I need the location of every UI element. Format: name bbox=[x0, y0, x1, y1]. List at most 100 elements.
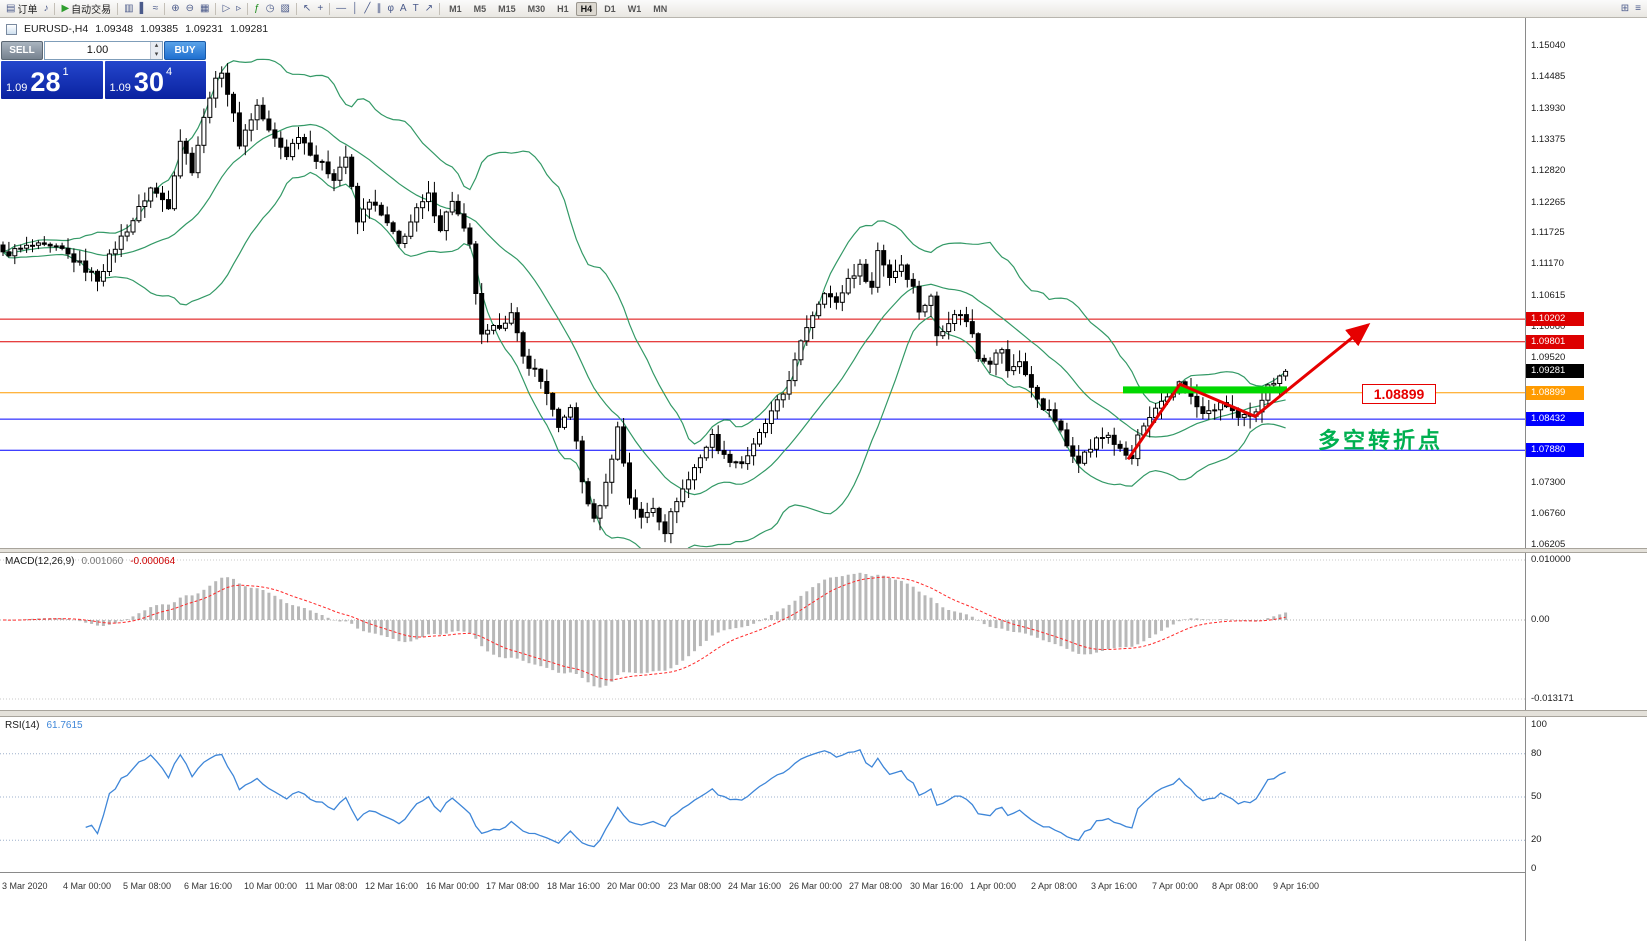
zoom-out-button[interactable]: ⊖ bbox=[183, 1, 197, 16]
macd-label: MACD(12,26,9) 0.001060 -0.000064 bbox=[5, 556, 175, 567]
timeframe-mn[interactable]: MN bbox=[648, 2, 672, 16]
macd-canvas[interactable] bbox=[0, 553, 1525, 710]
templates-button[interactable]: ▧ bbox=[277, 1, 292, 16]
bar-chart-icon: ▥ bbox=[124, 4, 133, 14]
candlestick-chart-button[interactable]: ▌ bbox=[137, 1, 150, 16]
arrows-button[interactable]: ↗ bbox=[422, 1, 436, 16]
rsi-canvas[interactable] bbox=[0, 717, 1525, 872]
panel-splitter[interactable] bbox=[0, 548, 1647, 553]
timeframe-h4[interactable]: H4 bbox=[576, 2, 598, 16]
buy-price-box[interactable]: 1.09 30 4 bbox=[105, 61, 207, 99]
trendline-icon: ╱ bbox=[364, 4, 370, 14]
volume-value: 1.00 bbox=[45, 42, 150, 59]
mt4-window: ▤订单♪ ▶自动交易 ▥ ▌≈ ⊕ ⊖▦ ▷▹ ƒ◷▧ ↖+ ― │ ╱ ∥φAT↗ M1M5M15M30… bbox=[0, 0, 1647, 941]
time-label: 12 Mar 16:00 bbox=[365, 881, 418, 891]
arrows-icon: ↗ bbox=[425, 4, 433, 14]
cursor-icon: ↖ bbox=[303, 4, 311, 14]
timeframe-h1[interactable]: H1 bbox=[552, 2, 574, 16]
hline-icon: ― bbox=[336, 4, 346, 14]
rsi-tick: 80 bbox=[1531, 748, 1542, 760]
price-tick: 1.12265 bbox=[1531, 197, 1565, 209]
time-label: 8 Apr 08:00 bbox=[1212, 881, 1258, 891]
bar-chart-button[interactable]: ▥ bbox=[121, 1, 136, 16]
time-label: 9 Apr 16:00 bbox=[1273, 881, 1319, 891]
rsi-tick: 50 bbox=[1531, 791, 1542, 803]
volume-up-icon[interactable]: ▴ bbox=[151, 42, 162, 51]
macd-tick: 0.010000 bbox=[1531, 554, 1571, 566]
new-order-button[interactable]: ▤订单 bbox=[3, 1, 40, 16]
symbol-name: EURUSD-,H4 bbox=[24, 23, 88, 35]
channel-icon: ∥ bbox=[376, 4, 381, 14]
line-chart-button[interactable]: ≈ bbox=[150, 1, 162, 16]
hline-price-badge: 1.08899 bbox=[1526, 386, 1584, 400]
sell-price-sup: 1 bbox=[62, 66, 68, 78]
time-label: 27 Mar 08:00 bbox=[849, 881, 902, 891]
price-tick: 1.09520 bbox=[1531, 352, 1565, 364]
time-axis[interactable]: 3 Mar 20204 Mar 00:005 Mar 08:006 Mar 16… bbox=[0, 872, 1525, 941]
toolbar: ▤订单♪ ▶自动交易 ▥ ▌≈ ⊕ ⊖▦ ▷▹ ƒ◷▧ ↖+ ― │ ╱ ∥φAT↗ M1M5M15M30… bbox=[0, 0, 1647, 18]
rsi-panel[interactable]: RSI(14) 61.7615 bbox=[0, 717, 1525, 872]
zoom-in-button[interactable]: ⊕ bbox=[168, 1, 182, 16]
vline-icon: │ bbox=[352, 4, 358, 14]
price-tick: 1.06760 bbox=[1531, 508, 1565, 520]
periods-icon: ◷ bbox=[266, 4, 275, 14]
time-label: 2 Apr 08:00 bbox=[1031, 881, 1077, 891]
sound-button[interactable]: ♪ bbox=[40, 1, 51, 16]
full-screen-button[interactable]: ⊞ bbox=[1618, 1, 1632, 16]
zoom-in-icon: ⊕ bbox=[171, 4, 179, 14]
text-button[interactable]: A bbox=[397, 1, 410, 16]
tile-windows-button[interactable]: ▦ bbox=[197, 1, 212, 16]
price-tick: 1.10615 bbox=[1531, 290, 1565, 302]
time-label: 26 Mar 00:00 bbox=[789, 881, 842, 891]
symbol-info: EURUSD-,H4 1.09348 1.09385 1.09231 1.092… bbox=[6, 23, 268, 35]
main-chart-panel[interactable]: EURUSD-,H4 1.09348 1.09385 1.09231 1.092… bbox=[0, 18, 1525, 548]
hline-button[interactable]: ― bbox=[333, 1, 349, 16]
volume-down-icon[interactable]: ▾ bbox=[151, 51, 162, 60]
turning-point-note: 多空转折点 bbox=[1318, 423, 1443, 455]
time-label: 24 Mar 16:00 bbox=[728, 881, 781, 891]
time-label: 7 Apr 00:00 bbox=[1152, 881, 1198, 891]
timeframe-m30[interactable]: M30 bbox=[523, 2, 551, 16]
chart-shift-button[interactable]: ▹ bbox=[233, 1, 244, 16]
more-button[interactable]: ≡ bbox=[1632, 1, 1644, 16]
timeframe-w1[interactable]: W1 bbox=[623, 2, 647, 16]
timeframe-m1[interactable]: M1 bbox=[444, 2, 467, 16]
toolbar-right: ⊞≡ bbox=[1618, 1, 1644, 16]
hline-price-badge: 1.09801 bbox=[1526, 335, 1584, 349]
price-axis[interactable]: 1.150401.144851.139301.133751.128201.122… bbox=[1525, 18, 1647, 941]
rsi-tick: 100 bbox=[1531, 719, 1547, 731]
timeframe-m5[interactable]: M5 bbox=[469, 2, 492, 16]
crosshair-button[interactable]: + bbox=[314, 1, 326, 16]
sell-price-box[interactable]: 1.09 28 1 bbox=[1, 61, 103, 99]
timeframe-m15[interactable]: M15 bbox=[493, 2, 521, 16]
autotrading-button[interactable]: ▶自动交易 bbox=[58, 1, 114, 16]
macd-tick: -0.013171 bbox=[1531, 693, 1574, 705]
indicators-button[interactable]: ƒ bbox=[251, 1, 263, 16]
ohlc-open: 1.09348 bbox=[95, 23, 133, 35]
label-button[interactable]: T bbox=[410, 1, 422, 16]
time-label: 30 Mar 16:00 bbox=[910, 881, 963, 891]
main-chart-canvas[interactable] bbox=[0, 18, 1525, 548]
time-label: 18 Mar 16:00 bbox=[547, 881, 600, 891]
cursor-button[interactable]: ↖ bbox=[300, 1, 314, 16]
fibonacci-button[interactable]: φ bbox=[384, 1, 396, 16]
timeframe-d1[interactable]: D1 bbox=[599, 2, 621, 16]
macd-value-main: 0.001060 bbox=[81, 556, 123, 567]
vline-button[interactable]: │ bbox=[349, 1, 361, 16]
buy-button[interactable]: BUY bbox=[164, 41, 206, 60]
panel-splitter[interactable] bbox=[0, 710, 1647, 717]
volume-stepper[interactable]: 1.00 ▴ ▾ bbox=[44, 41, 163, 60]
rsi-tick: 20 bbox=[1531, 834, 1542, 846]
sell-price-big: 28 bbox=[30, 70, 60, 96]
sell-button[interactable]: SELL bbox=[1, 41, 43, 60]
buy-price-sup: 4 bbox=[166, 66, 172, 78]
macd-panel[interactable]: MACD(12,26,9) 0.001060 -0.000064 bbox=[0, 553, 1525, 710]
trendline-button[interactable]: ╱ bbox=[361, 1, 373, 16]
price-tick: 1.11170 bbox=[1531, 258, 1564, 270]
auto-scroll-button[interactable]: ▷ bbox=[219, 1, 233, 16]
autotrading-button-label: 自动交易 bbox=[71, 1, 111, 16]
volume-spin[interactable]: ▴ ▾ bbox=[150, 42, 162, 59]
channel-button[interactable]: ∥ bbox=[373, 1, 384, 16]
periods-button[interactable]: ◷ bbox=[263, 1, 278, 16]
price-tick: 1.13930 bbox=[1531, 103, 1565, 115]
